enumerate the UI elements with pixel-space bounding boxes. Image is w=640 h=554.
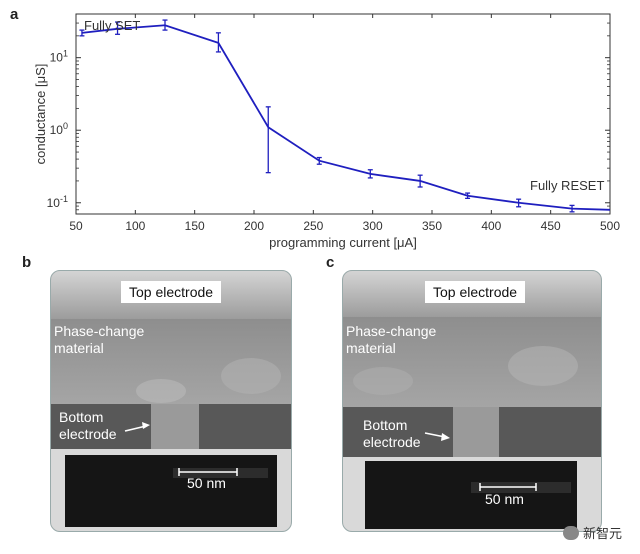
y-axis-label: conductance [μS] — [33, 64, 48, 165]
arrowhead-icon — [441, 433, 450, 441]
tem-micrograph-c — [343, 271, 601, 531]
arrow-overlay-b — [124, 422, 238, 476]
pcm-label-c: Phase-change material — [346, 323, 437, 356]
x-tick-label: 400 — [481, 219, 501, 233]
tem-image-c: Top electrode Phase-change material Bott… — [342, 270, 602, 532]
scale-label-b: 50 nm — [187, 475, 226, 491]
annotation-fully-reset: Fully RESET — [530, 178, 604, 193]
x-tick-label: 500 — [600, 219, 620, 233]
x-tick-label: 150 — [185, 219, 205, 233]
top-electrode-label-b: Top electrode — [121, 281, 222, 303]
watermark-text: 新智元 — [582, 526, 622, 541]
pcm-label-b: Phase-change material — [54, 323, 145, 356]
x-tick-label: 100 — [125, 219, 145, 233]
wechat-icon — [562, 525, 579, 540]
x-tick-label: 350 — [422, 219, 442, 233]
series-line — [81, 24, 611, 211]
tem-micrograph-b — [51, 271, 291, 531]
x-tick-label: 50 — [69, 219, 83, 233]
watermark: 新智元 — [562, 523, 622, 542]
tem-image-b: Top electrode Phase-change material Bott… — [50, 270, 292, 532]
top-electrode-label-c: Top electrode — [425, 281, 526, 303]
bottom-electrode-label-b: Bottom electrode — [59, 409, 117, 442]
arrowhead-icon — [142, 422, 150, 429]
x-tick-label: 250 — [303, 219, 323, 233]
y-tick-label: 10-1 — [47, 194, 68, 210]
bottom-electrode-label-c: Bottom electrode — [363, 417, 421, 450]
y-tick-label: 100 — [50, 121, 68, 137]
conductance-chart: 50 100 150 200 250 300 350 400 450 500 10-1 100 101 p… — [33, 13, 620, 250]
panel-letter-b: b — [22, 254, 32, 271]
scale-label-c: 50 nm — [485, 491, 524, 507]
arrow-overlay-c — [424, 432, 537, 491]
y-tick-label: 101 — [50, 49, 68, 65]
x-axis-label: programming current [μA] — [269, 235, 417, 250]
x-tick-label: 200 — [244, 219, 264, 233]
annotation-fully-set: Fully SET — [84, 18, 140, 33]
panel-letter-c: c — [326, 254, 335, 271]
arrow-icon — [124, 425, 147, 432]
plot-frame — [75, 13, 611, 215]
panel-letter-a: a — [10, 6, 19, 23]
x-tick-label: 450 — [541, 219, 561, 233]
x-tick-label: 300 — [363, 219, 383, 233]
